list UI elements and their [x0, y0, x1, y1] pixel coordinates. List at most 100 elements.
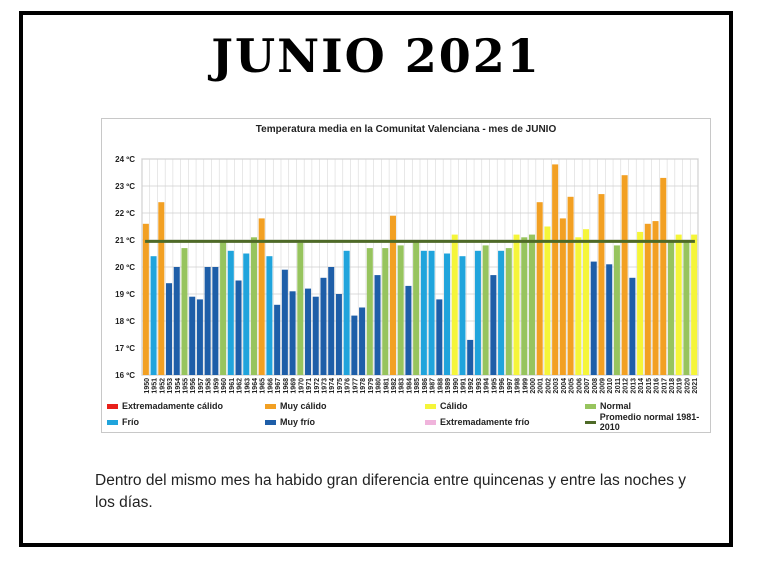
bar	[644, 223, 651, 375]
bar	[243, 253, 250, 375]
x-tick-label: 1967	[275, 378, 282, 394]
bar	[220, 240, 227, 375]
y-tick-label: 18 ºC	[115, 317, 135, 326]
bar	[366, 248, 373, 375]
x-tick-label: 2016	[654, 378, 661, 394]
x-tick-label: 1971	[306, 378, 313, 394]
x-tick-label: 1993	[476, 378, 483, 394]
x-tick-label: 2014	[638, 378, 645, 394]
bar	[444, 253, 451, 375]
x-tick-label: 2010	[607, 378, 614, 394]
x-tick-label: 1989	[445, 378, 452, 394]
x-tick-label: 2013	[630, 378, 637, 394]
bar	[166, 283, 173, 375]
bar	[606, 264, 613, 375]
bar	[235, 280, 242, 375]
bar	[428, 250, 435, 375]
y-tick-label: 21 ºC	[115, 236, 135, 245]
x-tick-label: 1981	[383, 378, 390, 394]
y-tick-label: 24 ºC	[115, 155, 135, 164]
legend-swatch-ec	[107, 403, 118, 409]
x-tick-label: 1954	[175, 378, 182, 394]
legend-item-muy-frio: Muy frío	[265, 415, 315, 429]
x-tick-label: 1977	[352, 378, 359, 394]
bar	[389, 215, 396, 375]
x-tick-label: 1985	[414, 378, 421, 394]
bar	[667, 240, 674, 375]
x-tick-label: 1976	[345, 378, 352, 394]
x-tick-label: 2018	[669, 378, 676, 394]
bar	[343, 250, 350, 375]
x-tick-label: 1968	[283, 378, 290, 394]
bar	[505, 248, 512, 375]
legend-item-normal: Normal	[585, 399, 631, 413]
legend-item-frio: Frío	[107, 415, 139, 429]
bar	[598, 194, 605, 375]
bar	[405, 285, 412, 375]
x-tick-label: 2015	[646, 378, 653, 394]
y-tick-label: 22 ºC	[115, 209, 135, 218]
bar	[173, 267, 180, 375]
bar	[196, 299, 203, 375]
x-tick-label: 1992	[468, 378, 475, 394]
bar	[613, 245, 620, 375]
bar	[691, 234, 698, 375]
bar	[675, 234, 682, 375]
bar	[528, 234, 535, 375]
bar	[652, 221, 659, 375]
legend-swatch-c	[425, 403, 436, 409]
x-tick-label: 2000	[530, 378, 537, 394]
legend-swatch-mf	[265, 419, 276, 425]
x-tick-label: 1952	[159, 378, 166, 394]
x-tick-label: 1972	[314, 378, 321, 394]
bar	[637, 231, 644, 375]
legend-swatch-ef	[425, 419, 436, 425]
x-tick-label: 1962	[237, 378, 244, 394]
bar	[629, 277, 636, 375]
bar	[413, 240, 420, 375]
chart-legend: Extremadamente cálido Muy cálido Cálido …	[107, 399, 707, 432]
content-frame: JUNIO 2021 Temperatura media en la Comun…	[19, 11, 733, 547]
x-tick-label: 2017	[661, 378, 668, 394]
bar	[583, 229, 590, 375]
bar	[212, 267, 219, 375]
x-tick-label: 1975	[337, 378, 344, 394]
legend-label: Normal	[600, 401, 632, 411]
bar	[189, 296, 196, 375]
x-tick-label: 1963	[244, 378, 251, 394]
bar	[158, 202, 165, 375]
x-tick-label: 1986	[422, 378, 429, 394]
x-tick-label: 1965	[260, 378, 267, 394]
x-tick-label: 2004	[561, 378, 568, 394]
x-tick-label: 2007	[584, 378, 591, 394]
x-tick-label: 2002	[545, 378, 552, 394]
x-tick-label: 1955	[182, 378, 189, 394]
x-tick-label: 1998	[515, 378, 522, 394]
bar	[305, 288, 312, 375]
legend-label: Extremadamente cálido	[122, 401, 224, 411]
legend-item-extremadamente-frio: Extremadamente frío	[425, 415, 530, 429]
bar	[374, 275, 381, 375]
x-tick-label: 1987	[430, 378, 437, 394]
x-tick-label: 1996	[499, 378, 506, 394]
x-tick-label: 2008	[592, 378, 599, 394]
legend-label: Cálido	[440, 401, 468, 411]
bar	[142, 223, 149, 375]
bar	[544, 226, 551, 375]
bar	[227, 250, 234, 375]
x-tick-label: 2009	[599, 378, 606, 394]
x-tick-label: 1969	[291, 378, 298, 394]
caption-text: Dentro del mismo mes ha habido gran dife…	[95, 472, 687, 511]
bar	[181, 248, 188, 375]
bar	[281, 269, 288, 375]
bar	[335, 294, 342, 375]
bar	[351, 315, 358, 375]
bar	[490, 275, 497, 375]
chart-panel: Temperatura media en la Comunitat Valenc…	[101, 118, 711, 433]
legend-swatch-promedio	[585, 420, 596, 424]
x-tick-label: 1980	[376, 378, 383, 394]
x-tick-label: 1973	[321, 378, 328, 394]
bar	[575, 237, 582, 375]
legend-label: Extremadamente frío	[440, 417, 530, 427]
bar	[397, 245, 404, 375]
